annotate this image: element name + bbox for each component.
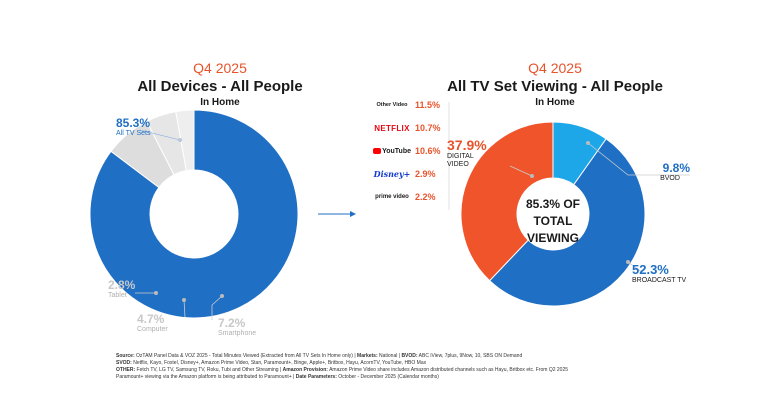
label-smartphone-name: Smartphone bbox=[218, 330, 257, 337]
fn-paramount-text: Paramount+ viewing via the Amazon platfo… bbox=[116, 374, 296, 380]
right-donut-chart bbox=[460, 121, 646, 307]
label-bvod-name: BVOD bbox=[660, 175, 680, 182]
disney-value: 2.9% bbox=[415, 169, 436, 179]
youtube-logo: YouTube bbox=[373, 148, 411, 155]
flow-arrow-head bbox=[350, 211, 356, 217]
leader-all-tv bbox=[139, 129, 181, 141]
fn-amazon-text: Amazon Prime Video share includes Amazon… bbox=[327, 367, 569, 373]
left-chart-subtitle: In Home bbox=[200, 97, 240, 108]
left-quarter-label: Q4 2025 bbox=[193, 60, 247, 76]
youtube-value: 10.6% bbox=[415, 146, 441, 156]
right-chart-subtitle: In Home bbox=[535, 97, 575, 108]
label-bvod-value: 9.8% bbox=[662, 161, 690, 175]
label-all-tv-sets-name: All TV Sets bbox=[116, 130, 151, 137]
fn-date-key: Date Parameters: bbox=[295, 374, 337, 380]
right-chart-title: All TV Set Viewing - All People bbox=[447, 78, 663, 95]
leader-dot-smartphone bbox=[220, 294, 224, 298]
label-digital-video: 37.9% DIGITAL VIDEO bbox=[447, 137, 497, 169]
footnote-line-1: Source: OzTAM Panel Data & VOZ 2025 - To… bbox=[116, 353, 676, 360]
fn-source-text: OzTAM Panel Data & VOZ 2025 - Total Minu… bbox=[134, 353, 358, 359]
breakdown-row-youtube: YouTube 10.6% bbox=[373, 141, 445, 161]
leader-dot-tablet bbox=[154, 291, 158, 295]
label-computer-value: 4.7% bbox=[137, 312, 165, 326]
label-digital-video-value: 37.9% bbox=[447, 137, 487, 153]
leader-dot-all-tv bbox=[178, 138, 182, 142]
center-line-1: 85.3% OF bbox=[525, 197, 581, 211]
slice-digital-video bbox=[460, 121, 554, 282]
label-smartphone-value: 7.2% bbox=[218, 316, 246, 330]
footnote-line-3: OTHER: Fetch TV, LG TV, Samsung TV, Roku… bbox=[116, 367, 676, 374]
breakdown-row-prime-video: prime video 2.2% bbox=[373, 187, 445, 207]
slice-broadcast-tv bbox=[488, 138, 646, 307]
fn-markets-text: National | bbox=[377, 353, 402, 359]
netflix-value: 10.7% bbox=[415, 123, 441, 133]
label-broadcast-tv-name: BROADCAST TV bbox=[632, 277, 687, 284]
netflix-logo: NETFLIX bbox=[374, 123, 410, 133]
label-smartphone: 7.2% Smartphone bbox=[218, 316, 256, 337]
fn-amazon-key: Amazon Provision: bbox=[282, 367, 328, 373]
leader-computer bbox=[183, 299, 186, 318]
label-tablet-name: Tablet bbox=[108, 292, 127, 299]
label-broadcast-tv-value: 52.3% bbox=[632, 262, 669, 277]
fn-markets-key: Markets: bbox=[357, 353, 378, 359]
other-video-value: 11.5% bbox=[415, 100, 441, 110]
prime-video-logo: prime video bbox=[375, 194, 409, 200]
leader-dot-bvod bbox=[586, 141, 590, 145]
label-digital-video-name: DIGITAL VIDEO bbox=[447, 153, 474, 168]
leader-dot-broadcast bbox=[626, 260, 630, 264]
youtube-logo-text: YouTube bbox=[382, 147, 411, 155]
fn-date-text: October - December 2025 (Calendar months… bbox=[336, 374, 439, 380]
label-computer-name: Computer bbox=[137, 326, 168, 333]
fn-svod-key: SVOD: bbox=[116, 360, 132, 366]
disney-logo: Disney+ bbox=[373, 169, 411, 179]
leader-dot-digital-video bbox=[530, 174, 534, 178]
label-all-tv-sets: 85.3% All TV Sets bbox=[116, 116, 151, 137]
leader-broadcast bbox=[627, 261, 643, 273]
leader-smartphone bbox=[211, 295, 223, 320]
other-video-logo: Other Video bbox=[376, 102, 408, 108]
fn-source-key: Source: bbox=[116, 353, 135, 359]
label-all-tv-sets-value: 85.3% bbox=[116, 116, 151, 130]
fn-bvod-text: ABC iView, 7plus, 9Now, 10, SBS ON Deman… bbox=[417, 353, 523, 359]
fn-bvod-key: BVOD: bbox=[401, 353, 418, 359]
left-pie-hole bbox=[150, 170, 238, 258]
slice-tablet bbox=[175, 109, 195, 172]
label-bvod: 9.8% BVOD bbox=[650, 161, 690, 182]
slice-all-tv-sets bbox=[89, 109, 299, 319]
fn-other-key: OTHER: bbox=[116, 367, 136, 373]
label-computer: 4.7% Computer bbox=[137, 312, 168, 333]
right-pie-hole bbox=[517, 178, 589, 250]
leader-dot-computer bbox=[182, 298, 186, 302]
label-tablet: 2.8% Tablet bbox=[108, 278, 135, 299]
label-broadcast-tv: 52.3% BROADCAST TV bbox=[632, 262, 686, 284]
leader-digital-video bbox=[509, 165, 533, 177]
center-line-3: VIEWING bbox=[526, 231, 579, 245]
label-tablet-value: 2.8% bbox=[108, 278, 136, 292]
fn-other-text: Fetch TV, LG TV, Samsung TV, Roku, Tubi … bbox=[135, 367, 283, 373]
right-center-text: 85.3% OF TOTAL VIEWING bbox=[503, 196, 603, 247]
breakdown-row-other-video: Other Video 11.5% bbox=[373, 95, 445, 115]
left-chart-title: All Devices - All People bbox=[137, 78, 303, 95]
breakdown-row-disney: Disney+ 2.9% bbox=[373, 164, 445, 184]
left-donut-chart bbox=[89, 109, 299, 319]
youtube-icon bbox=[373, 148, 382, 154]
source-footnote: Source: OzTAM Panel Data & VOZ 2025 - To… bbox=[116, 353, 676, 381]
center-line-2: TOTAL bbox=[533, 214, 573, 228]
right-quarter-label: Q4 2025 bbox=[528, 60, 582, 76]
breakdown-row-netflix: NETFLIX 10.7% bbox=[373, 118, 445, 138]
fn-svod-text: Netflix, Kayo, Foxtel, Disney+, Amazon P… bbox=[131, 360, 427, 366]
footnote-line-2: SVOD: Netflix, Kayo, Foxtel, Disney+, Am… bbox=[116, 360, 676, 367]
footnote-line-4: Paramount+ viewing via the Amazon platfo… bbox=[116, 374, 676, 381]
prime-video-value: 2.2% bbox=[415, 192, 436, 202]
leader-bvod bbox=[587, 142, 690, 176]
